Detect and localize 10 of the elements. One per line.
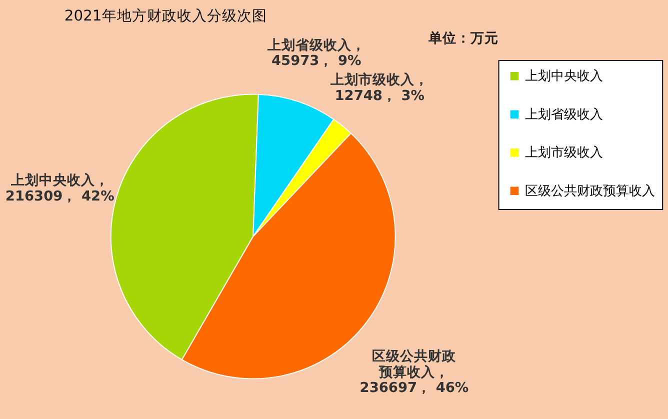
data-label: 上划市级收入， 12748， 3% (330, 71, 429, 104)
legend-label: 上划市级收入 (524, 146, 603, 161)
text: 单位：万元 (427, 30, 498, 46)
data-label: 区级公共财政预算收入， 236697， 46% (360, 348, 469, 396)
data-label: 上划中央收入， 216309， 42% (5, 172, 115, 204)
legend-label: 区级公共财政预算收入 (524, 184, 655, 199)
legend-label: 上划中央收入 (524, 69, 603, 84)
chart-title: 2021年地方财政收入分级次图 (64, 8, 267, 25)
data-label: 上划省级收入， 45973， 9% (266, 38, 366, 70)
legend-label: 上划省级收入 (524, 107, 603, 122)
